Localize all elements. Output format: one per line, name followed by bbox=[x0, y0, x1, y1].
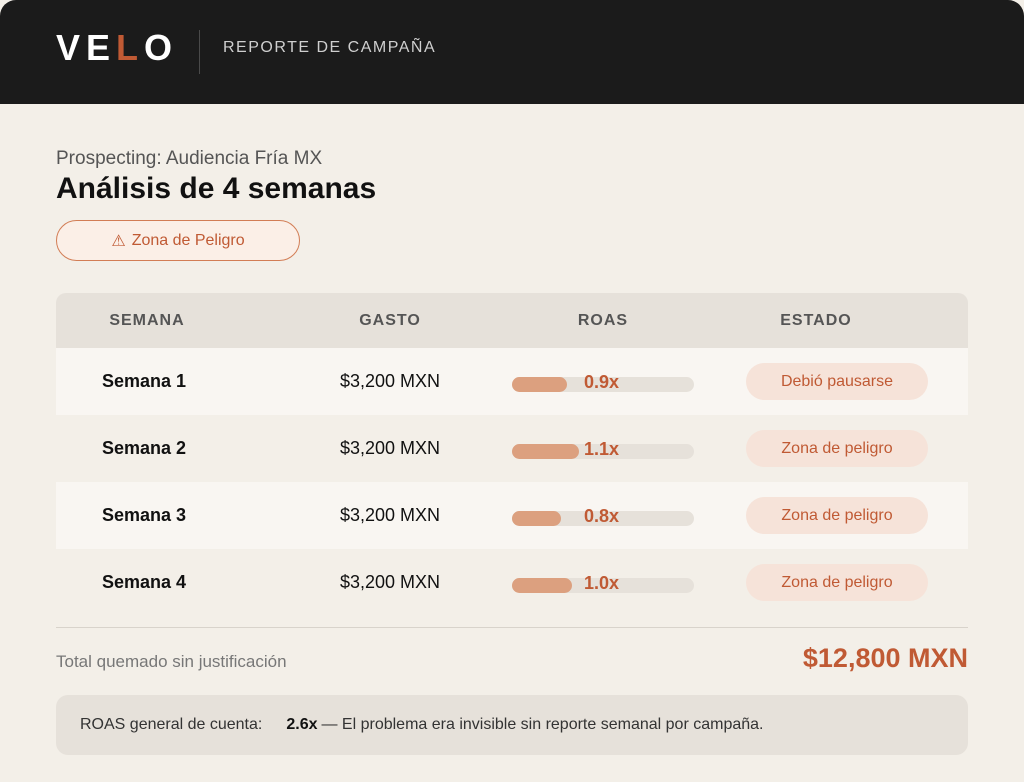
header-bar: VELO REPORTE DE CAMPAÑA bbox=[0, 0, 1024, 104]
danger-zone-badge: ⚠ Zona de Peligro bbox=[56, 220, 300, 261]
spend-cell: $3,200 MXN bbox=[339, 572, 441, 592]
warning-icon: ⚠ bbox=[111, 232, 126, 250]
account-roas-label: ROAS general de cuenta: bbox=[80, 716, 263, 733]
spend-cell: $3,200 MXN bbox=[339, 438, 441, 458]
header-roas: ROAS bbox=[577, 311, 629, 329]
roas-cell: 1.0x bbox=[512, 549, 744, 616]
roas-bar-track bbox=[512, 511, 694, 526]
roas-cell: 0.9x bbox=[512, 348, 744, 415]
roas-value: 0.8x bbox=[584, 506, 620, 526]
week-cell: Semana 4 bbox=[102, 572, 187, 592]
header-divider bbox=[199, 30, 200, 74]
account-roas-value: 2.6x bbox=[286, 716, 318, 733]
header-week: SEMANA bbox=[109, 311, 185, 329]
page-title: Análisis de 4 semanas bbox=[56, 172, 377, 205]
total-label: Total quemado sin justificación bbox=[56, 652, 287, 671]
table-header: SEMANA GASTO ROAS ESTADO bbox=[56, 293, 968, 348]
roas-bar-fill bbox=[512, 511, 562, 526]
status-badge: Zona de peligro bbox=[746, 497, 928, 534]
roas-bar-track bbox=[512, 578, 694, 593]
badge-label: Zona de Peligro bbox=[131, 231, 245, 249]
table-row: Semana 1 $3,200 MXN 0.9x Debió pausarse bbox=[56, 348, 968, 415]
roas-value: 1.0x bbox=[584, 573, 620, 593]
header-status: ESTADO bbox=[780, 311, 852, 329]
status-badge: Debió pausarse bbox=[746, 363, 928, 400]
weekly-table: SEMANA GASTO ROAS ESTADO Semana 1 $3,200… bbox=[56, 293, 968, 616]
header-spend: GASTO bbox=[359, 311, 421, 329]
table-row: Semana 2 $3,200 MXN 1.1x Zona de peligro bbox=[56, 415, 968, 482]
roas-bar-fill bbox=[512, 578, 573, 593]
roas-bar-fill bbox=[512, 377, 567, 392]
spend-cell: $3,200 MXN bbox=[339, 371, 441, 391]
roas-bar-track bbox=[512, 377, 694, 392]
roas-value: 1.1x bbox=[584, 439, 620, 459]
velo-logo: VELO bbox=[56, 27, 179, 68]
status-badge: Zona de peligro bbox=[746, 430, 928, 467]
roas-cell: 1.1x bbox=[512, 415, 744, 482]
total-value: $12,800 MXN bbox=[802, 643, 968, 673]
roas-bar-track bbox=[512, 444, 694, 459]
roas-value: 0.9x bbox=[584, 372, 620, 392]
status-badge: Zona de peligro bbox=[746, 564, 928, 601]
account-roas-note: ROAS general de cuenta: 2.6x — El proble… bbox=[56, 695, 968, 755]
table-row: Semana 3 $3,200 MXN 0.8x Zona de peligro bbox=[56, 482, 968, 549]
roas-cell: 0.8x bbox=[512, 482, 744, 549]
roas-bar-fill bbox=[512, 444, 580, 459]
summary-divider bbox=[56, 627, 968, 628]
week-cell: Semana 3 bbox=[102, 505, 187, 525]
week-cell: Semana 1 bbox=[102, 371, 187, 391]
week-cell: Semana 2 bbox=[102, 438, 187, 458]
account-roas-note-text: — El problema era invisible sin reporte … bbox=[321, 716, 764, 733]
report-label: REPORTE DE CAMPAÑA bbox=[223, 39, 437, 56]
spend-cell: $3,200 MXN bbox=[339, 505, 441, 525]
campaign-name: Prospecting: Audiencia Fría MX bbox=[56, 148, 323, 169]
table-row: Semana 4 $3,200 MXN 1.0x Zona de peligro bbox=[56, 549, 968, 616]
